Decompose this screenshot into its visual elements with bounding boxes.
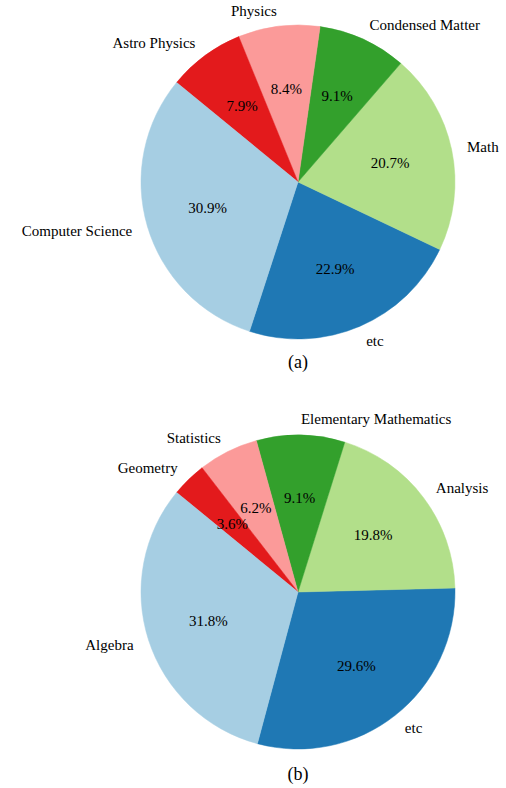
data-label: 31.8% xyxy=(189,613,228,629)
slice-label: Algebra xyxy=(85,637,134,653)
slice-label: etc xyxy=(405,720,423,736)
slice-label: Elementary Mathematics xyxy=(301,411,452,427)
data-label: 30.9% xyxy=(188,200,227,216)
figure: etc 22.9% Math 20.7% Condensed Matter 9.1% Phy… xyxy=(0,0,506,788)
slice-label: Geometry xyxy=(118,460,178,476)
slice-label: Statistics xyxy=(167,430,221,446)
data-label: 7.9% xyxy=(226,98,257,114)
slice-label: etc xyxy=(366,333,384,349)
data-label: 9.1% xyxy=(321,88,352,104)
data-label: 6.2% xyxy=(240,500,271,516)
pie xyxy=(141,25,455,339)
slice-label: Condensed Matter xyxy=(370,17,480,33)
slice-label: Physics xyxy=(231,3,277,19)
pie xyxy=(141,435,455,749)
pie-slice xyxy=(141,82,298,331)
data-label: 8.4% xyxy=(271,81,302,97)
data-label: 20.7% xyxy=(371,155,410,171)
slice-label: Math xyxy=(467,139,499,155)
pie-slice xyxy=(141,492,298,743)
data-label: 22.9% xyxy=(316,261,355,277)
data-label: 9.1% xyxy=(284,490,315,506)
slice-label: Analysis xyxy=(436,480,489,496)
caption: (a) xyxy=(288,352,308,373)
data-label: 19.8% xyxy=(354,527,393,543)
slice-label: Computer Science xyxy=(22,223,133,239)
caption: (b) xyxy=(288,764,309,785)
data-label: 29.6% xyxy=(337,658,376,674)
data-label: 3.6% xyxy=(217,516,248,532)
slice-label: Astro Physics xyxy=(113,35,196,51)
